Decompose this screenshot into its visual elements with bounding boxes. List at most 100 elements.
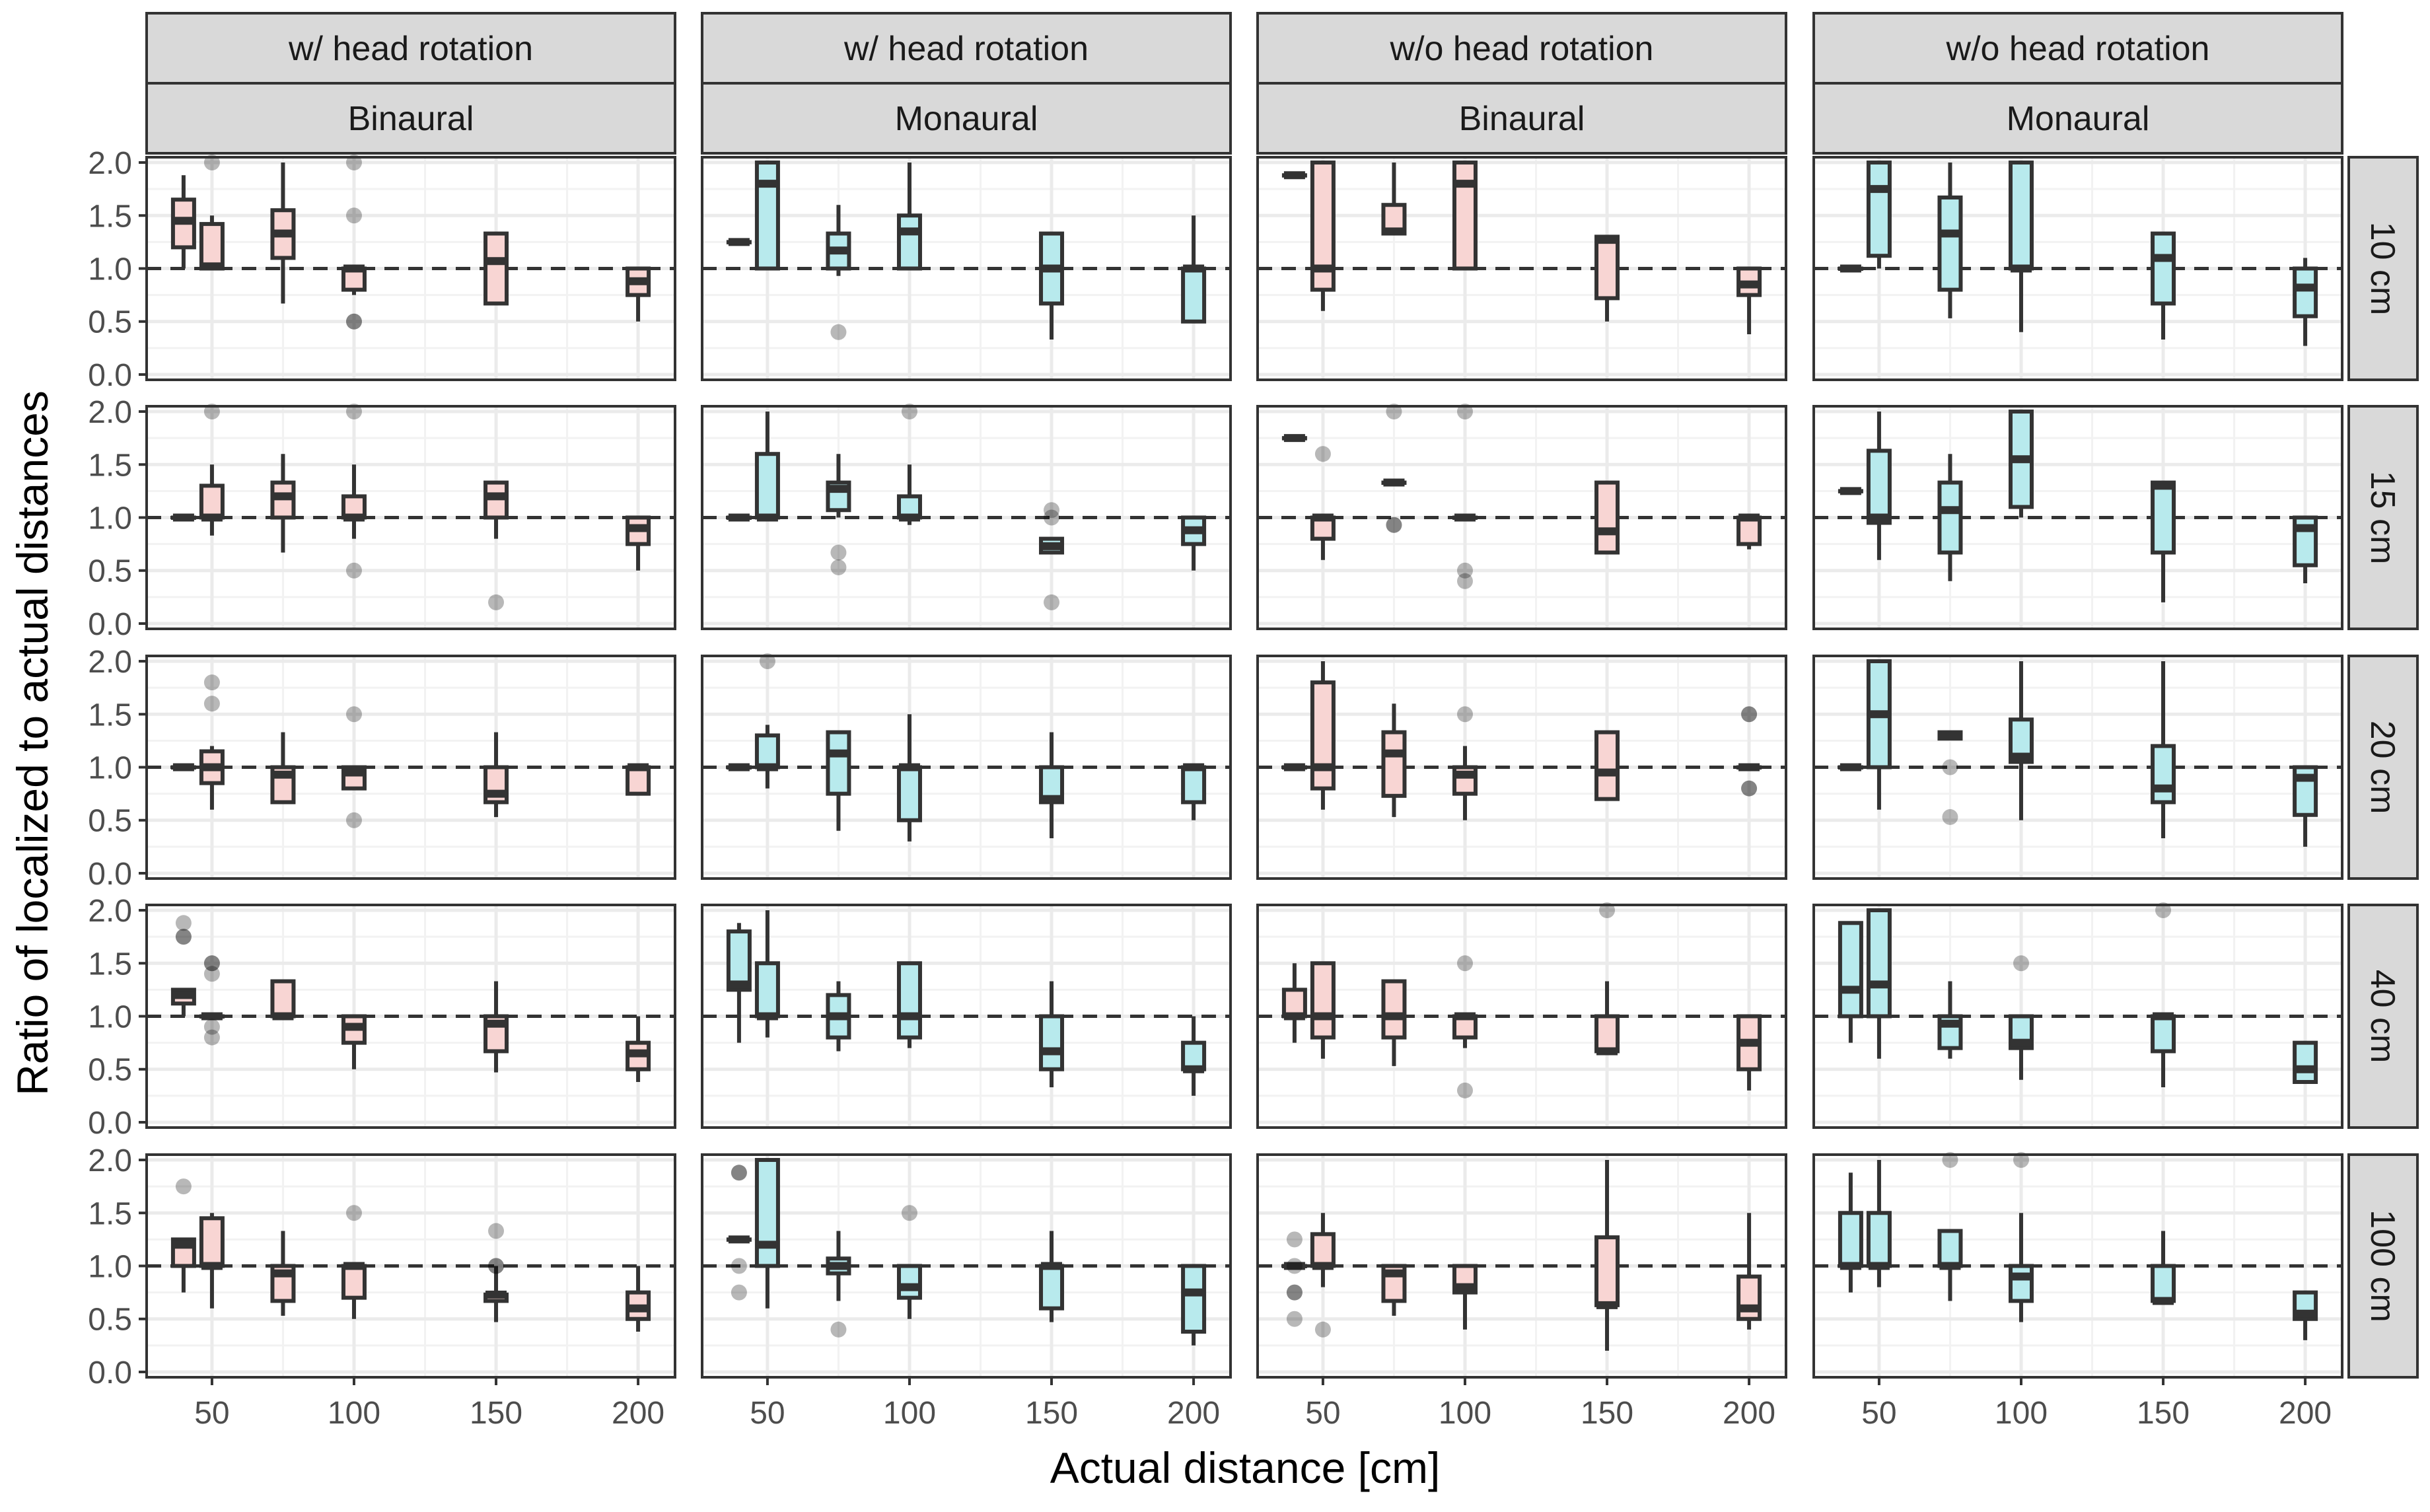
boxplot xyxy=(341,1205,367,1319)
outlier-point xyxy=(175,915,192,931)
x-tick-label: 100 xyxy=(883,1396,936,1431)
boxplot xyxy=(2008,410,2034,518)
box-iqr xyxy=(1181,765,1207,805)
boxplot xyxy=(2293,258,2318,346)
box-iqr xyxy=(1594,234,1620,301)
boxplot xyxy=(726,513,752,522)
y-tick-label: 0.5 xyxy=(88,804,132,839)
facet-panel xyxy=(702,1155,1231,1377)
y-tick-label: 2.0 xyxy=(88,894,132,929)
boxplot xyxy=(1594,234,1620,322)
outlier-point xyxy=(731,1165,747,1181)
outlier-point xyxy=(1942,1152,1958,1169)
outlier-point xyxy=(830,544,847,561)
boxplot xyxy=(826,730,851,831)
y-tick-label: 0.0 xyxy=(88,1355,132,1390)
outlier-point xyxy=(345,1205,362,1221)
column-strip: w/o head rotation Binaural xyxy=(1256,12,1787,155)
box-iqr xyxy=(1736,1274,1762,1321)
outlier-point xyxy=(1456,706,1473,723)
boxplot xyxy=(270,454,296,553)
box-iqr xyxy=(1866,1211,1892,1268)
strip-label-ear: Monaural xyxy=(2007,100,2150,138)
outlier-point xyxy=(175,1178,192,1195)
y-tick-label: 0.5 xyxy=(88,305,132,340)
y-tick-label: 1.0 xyxy=(88,751,132,786)
boxplot xyxy=(1310,161,1336,311)
boxplot xyxy=(1452,1264,1478,1330)
x-tick-label: 50 xyxy=(194,1396,229,1431)
x-axis-title: Actual distance [cm] xyxy=(1050,1443,1441,1492)
box-iqr xyxy=(199,1216,225,1268)
box-iqr xyxy=(1838,921,1863,1019)
outlier-point xyxy=(345,207,362,224)
boxplot xyxy=(2008,661,2034,820)
box-iqr xyxy=(826,730,851,796)
box-iqr xyxy=(625,765,651,796)
box-iqr xyxy=(1310,1232,1336,1268)
boxplot xyxy=(754,1158,780,1309)
box-iqr xyxy=(754,733,780,770)
box-iqr xyxy=(1594,1235,1620,1307)
boxplot xyxy=(726,923,752,1043)
panel-border xyxy=(1812,405,2343,630)
outlier-point xyxy=(2013,1152,2029,1169)
facet-panel xyxy=(1814,157,2342,380)
boxplot xyxy=(625,1266,651,1332)
outlier-point xyxy=(488,594,505,610)
box-iqr xyxy=(1039,1014,1065,1071)
box-iqr xyxy=(1310,680,1336,791)
boxplot xyxy=(625,1016,651,1082)
boxplot xyxy=(1838,1172,1863,1293)
outlier-point xyxy=(1942,759,1958,775)
boxplot xyxy=(1736,706,1762,797)
boxplot xyxy=(896,961,922,1048)
outlier-point xyxy=(345,404,362,420)
strip-label-rotation: w/o head rotation xyxy=(1946,30,2210,68)
facet-panel xyxy=(702,157,1231,380)
boxplot xyxy=(826,205,851,340)
boxplot xyxy=(2151,480,2176,602)
row-strip: 100 cm xyxy=(2347,1153,2419,1379)
outlier-point xyxy=(1286,1311,1303,1327)
boxplot xyxy=(270,1231,296,1316)
box-iqr xyxy=(1937,1229,1963,1268)
boxplot xyxy=(1736,1014,1762,1091)
panel-border xyxy=(1256,156,1787,381)
box-iqr xyxy=(1866,161,1892,258)
boxplot xyxy=(826,1231,851,1338)
boxplot xyxy=(2008,161,2034,332)
x-tick-label: 100 xyxy=(1995,1396,2048,1431)
box-iqr xyxy=(1866,908,1892,1019)
outlier-point xyxy=(1286,1284,1303,1301)
box-iqr xyxy=(2151,480,2176,555)
strip-label-row: 20 cm xyxy=(2363,721,2402,814)
boxplot xyxy=(1866,161,1892,269)
boxplot xyxy=(199,155,225,271)
x-tick-label: 200 xyxy=(1723,1396,1775,1431)
outlier-point xyxy=(345,155,362,171)
boxplot xyxy=(341,706,367,828)
boxplot xyxy=(896,404,922,525)
outlier-point xyxy=(1314,1321,1331,1338)
boxplot xyxy=(1310,1213,1336,1338)
boxplot xyxy=(170,175,196,269)
facet-panel xyxy=(1814,905,2342,1128)
outlier-point xyxy=(203,1019,220,1035)
boxplot xyxy=(1452,404,1478,589)
box-iqr xyxy=(754,1158,780,1268)
outlier-point xyxy=(1044,502,1060,519)
outlier-point xyxy=(1314,446,1331,462)
facet-panel xyxy=(1258,1155,1786,1377)
outlier-point xyxy=(175,929,192,945)
box-iqr xyxy=(2151,1014,2176,1054)
y-tick-label: 1.0 xyxy=(88,252,132,287)
row-strip: 10 cm xyxy=(2347,156,2419,381)
boxplot xyxy=(754,653,780,789)
boxplot xyxy=(1281,171,1307,180)
box-iqr xyxy=(2293,266,2318,318)
outlier-point xyxy=(830,1321,847,1338)
strip-background xyxy=(701,12,1232,85)
y-tick-label: 0.5 xyxy=(88,1303,132,1338)
boxplot xyxy=(341,1014,367,1069)
